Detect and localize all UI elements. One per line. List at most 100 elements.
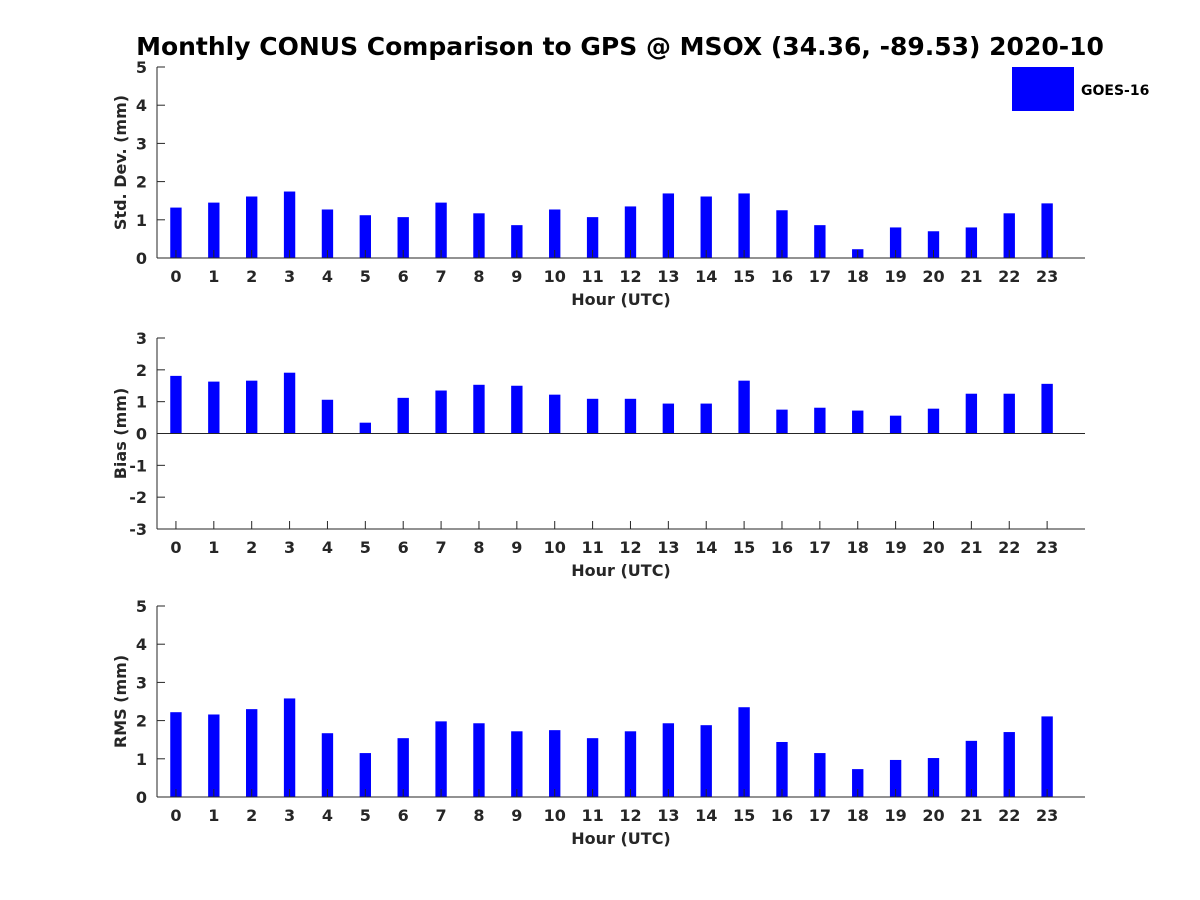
std-dev-x-tick-label: 20 — [922, 267, 944, 286]
bias-bar-hour-8 — [473, 384, 485, 434]
std-dev-bar-hour-15 — [738, 193, 750, 258]
bias-x-tick-label: 18 — [847, 538, 869, 557]
std-dev-bar-hour-2 — [246, 196, 258, 258]
bias-x-tick-label: 0 — [170, 538, 181, 557]
bias-y-tick-label: 2 — [136, 361, 147, 380]
bias-bar-hour-3 — [283, 372, 296, 434]
bias-bar-hour-2 — [246, 380, 258, 434]
bias-bar-hour-10 — [549, 394, 561, 434]
rms-x-tick-label: 3 — [284, 806, 295, 825]
rms-bar-hour-6 — [397, 738, 409, 797]
std-dev-bar-hour-17 — [814, 225, 826, 258]
std-dev-bar-hour-22 — [1003, 213, 1015, 258]
bias-bar-hour-16 — [776, 409, 788, 434]
std-dev-x-tick-label: 14 — [695, 267, 717, 286]
std-dev-x-tick-label: 12 — [619, 267, 641, 286]
std-dev-y-tick-label: 4 — [136, 96, 147, 115]
std-dev-y-tick-label: 2 — [136, 173, 147, 192]
std-dev-bar-hour-14 — [700, 196, 712, 258]
rms-y-tick-label: 4 — [136, 635, 147, 654]
std-dev-bar-hour-10 — [549, 209, 561, 258]
bias-bar-hour-14 — [700, 403, 712, 434]
rms-x-tick-label: 4 — [322, 806, 333, 825]
std-dev-y-tick-label: 1 — [136, 211, 147, 230]
std-dev-x-tick-label: 3 — [284, 267, 295, 286]
rms-y-tick-label: 3 — [136, 673, 147, 692]
std-dev-x-tick-label: 21 — [960, 267, 982, 286]
rms-bar-hour-0 — [170, 712, 182, 797]
std-dev-x-tick-label: 6 — [398, 267, 409, 286]
std-dev-bar-hour-7 — [435, 202, 447, 258]
rms-x-tick-label: 19 — [884, 806, 906, 825]
std-dev-bar-hour-4 — [321, 209, 334, 258]
rms-x-tick-label: 7 — [436, 806, 447, 825]
std-dev-x-tick-label: 15 — [733, 267, 755, 286]
bias-x-tick-label: 4 — [322, 538, 333, 557]
bias-bar-hour-1 — [208, 381, 220, 434]
rms-y-tick-label: 1 — [136, 750, 147, 769]
legend-swatch — [1012, 67, 1074, 111]
rms-bar-hour-18 — [852, 769, 864, 797]
rms-bar-hour-17 — [814, 753, 826, 797]
bias-bar-hour-0 — [170, 375, 182, 434]
rms-x-tick-label: 23 — [1036, 806, 1058, 825]
bias-bar-hour-9 — [511, 385, 523, 434]
std-dev-bar-hour-23 — [1041, 203, 1053, 258]
bias-x-tick-label: 10 — [544, 538, 566, 557]
bias-bar-hour-23 — [1041, 383, 1053, 434]
bias-x-tick-label: 13 — [657, 538, 679, 557]
bias-y-tick-label: -2 — [129, 488, 147, 507]
std-dev-bar-hour-16 — [776, 210, 788, 258]
rms-bar-hour-10 — [549, 730, 561, 797]
rms-x-tick-label: 10 — [544, 806, 566, 825]
std-dev-x-tick-label: 19 — [884, 267, 906, 286]
rms-x-tick-label: 9 — [511, 806, 522, 825]
rms-y-tick-label: 0 — [136, 788, 147, 807]
bias-x-axis-label: Hour (UTC) — [571, 561, 671, 580]
bias-bar-hour-13 — [662, 403, 675, 434]
std-dev-bar-hour-3 — [283, 191, 296, 258]
std-dev-x-axis-label: Hour (UTC) — [571, 290, 671, 309]
rms-x-tick-label: 2 — [246, 806, 257, 825]
legend-label: GOES-16 — [1081, 83, 1149, 99]
rms-bar-hour-11 — [586, 738, 599, 797]
rms-bar-hour-14 — [700, 725, 712, 797]
bias-x-tick-label: 1 — [208, 538, 219, 557]
rms-x-tick-label: 21 — [960, 806, 982, 825]
std-dev-x-tick-label: 1 — [208, 267, 219, 286]
bias-bar-hour-17 — [814, 407, 826, 434]
std-dev-bar-hour-11 — [586, 217, 599, 258]
std-dev-bar-hour-12 — [624, 206, 637, 258]
std-dev-y-axis-label: Std. Dev. (mm) — [111, 95, 130, 230]
bias-x-tick-label: 14 — [695, 538, 717, 557]
rms-y-tick-label: 5 — [136, 597, 147, 616]
rms-bar-hour-7 — [435, 721, 447, 797]
rms-bar-hour-5 — [359, 753, 371, 797]
std-dev-x-tick-label: 9 — [511, 267, 522, 286]
rms-bar-hour-21 — [965, 740, 978, 797]
rms-x-tick-label: 22 — [998, 806, 1020, 825]
bias-y-tick-label: 1 — [136, 393, 147, 412]
bias-x-tick-label: 8 — [473, 538, 484, 557]
bias-bar-hour-5 — [359, 422, 371, 434]
rms-x-tick-label: 18 — [847, 806, 869, 825]
bias-bar-hour-18 — [852, 410, 864, 434]
std-dev-x-tick-label: 11 — [581, 267, 603, 286]
rms-x-tick-label: 17 — [809, 806, 831, 825]
std-dev-y-tick-label: 5 — [136, 58, 147, 77]
bias-bar-hour-6 — [397, 397, 409, 434]
rms-bar-hour-20 — [927, 758, 940, 797]
bias-x-tick-label: 19 — [884, 538, 906, 557]
bias-x-tick-label: 3 — [284, 538, 295, 557]
rms-x-tick-label: 5 — [360, 806, 371, 825]
rms-bar-hour-12 — [624, 731, 637, 797]
std-dev-x-tick-label: 7 — [436, 267, 447, 286]
std-dev-x-tick-label: 0 — [170, 267, 181, 286]
bias-bar-hour-4 — [321, 399, 334, 434]
std-dev-bar-hour-1 — [208, 202, 220, 258]
std-dev-x-tick-label: 23 — [1036, 267, 1058, 286]
bias-x-tick-label: 17 — [809, 538, 831, 557]
